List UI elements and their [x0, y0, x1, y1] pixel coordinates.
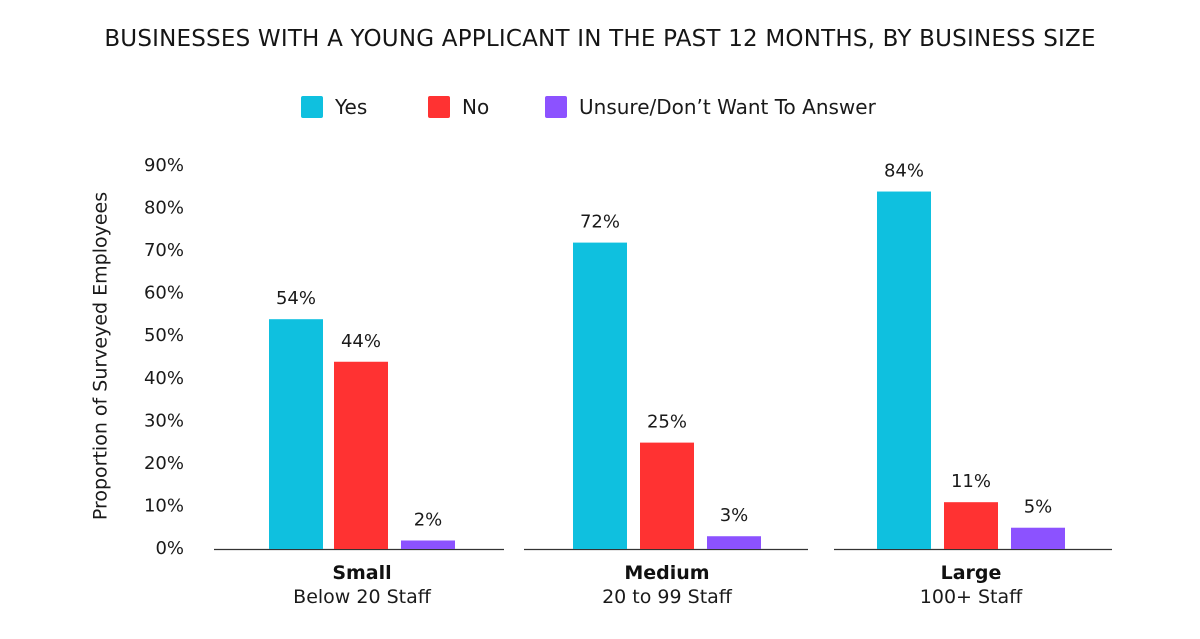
data-label-large-yes: 84% — [884, 161, 924, 182]
data-label-small-unsure-don-t-want-to-answer: 2% — [414, 509, 443, 530]
category-label-small: Small — [332, 562, 391, 584]
bar-large-unsure-don-t-want-to-answer — [1011, 527, 1065, 549]
legend-label-no: No — [462, 95, 490, 119]
y-axis-label: Proportion of Surveyed Employees — [90, 192, 112, 520]
bar-large-no — [944, 502, 998, 549]
data-label-medium-no: 25% — [647, 412, 687, 433]
bar-medium-no — [640, 442, 694, 549]
legend-swatch-yes — [301, 96, 323, 118]
bar-large-yes — [877, 191, 931, 550]
y-tick-label: 40% — [144, 368, 184, 389]
data-label-small-yes: 54% — [276, 288, 316, 309]
legend: Yes No Unsure/Don’t Want To Answer — [0, 92, 1200, 122]
y-tick-label: 30% — [144, 410, 184, 431]
data-label-large-unsure-don-t-want-to-answer: 5% — [1024, 497, 1053, 518]
category-sublabel-large: 100+ Staff — [920, 586, 1023, 608]
category-sublabel-small: Below 20 Staff — [293, 586, 432, 608]
legend-item-no: No — [428, 92, 489, 122]
y-tick-label: 20% — [144, 453, 184, 474]
y-tick-label: 60% — [144, 283, 184, 304]
bar-medium-yes — [573, 242, 627, 549]
legend-item-yes: Yes — [301, 92, 367, 122]
legend-swatch-unsure — [545, 96, 567, 118]
data-label-small-no: 44% — [341, 331, 381, 352]
legend-swatch-no — [428, 96, 450, 118]
y-tick-label: 90% — [144, 155, 184, 176]
bar-small-unsure-don-t-want-to-answer — [401, 540, 455, 549]
y-tick-label: 0% — [155, 538, 184, 559]
legend-item-unsure: Unsure/Don’t Want To Answer — [545, 92, 876, 122]
y-tick-label: 10% — [144, 495, 184, 516]
bar-medium-unsure-don-t-want-to-answer — [707, 536, 761, 549]
y-tick-label: 50% — [144, 325, 184, 346]
category-sublabel-medium: 20 to 99 Staff — [602, 586, 733, 608]
bar-small-yes — [269, 319, 323, 549]
y-tick-label: 70% — [144, 240, 184, 261]
category-label-large: Large — [941, 562, 1002, 584]
data-label-medium-unsure-don-t-want-to-answer: 3% — [720, 505, 749, 526]
y-tick-label: 80% — [144, 198, 184, 219]
data-label-large-no: 11% — [951, 471, 991, 492]
bar-small-no — [334, 361, 388, 549]
legend-label-yes: Yes — [335, 95, 368, 119]
data-label-medium-yes: 72% — [580, 212, 620, 233]
legend-label-unsure: Unsure/Don’t Want To Answer — [579, 95, 876, 119]
chart-title: BUSINESSES WITH A YOUNG APPLICANT IN THE… — [104, 26, 1096, 52]
category-label-medium: Medium — [624, 562, 709, 584]
